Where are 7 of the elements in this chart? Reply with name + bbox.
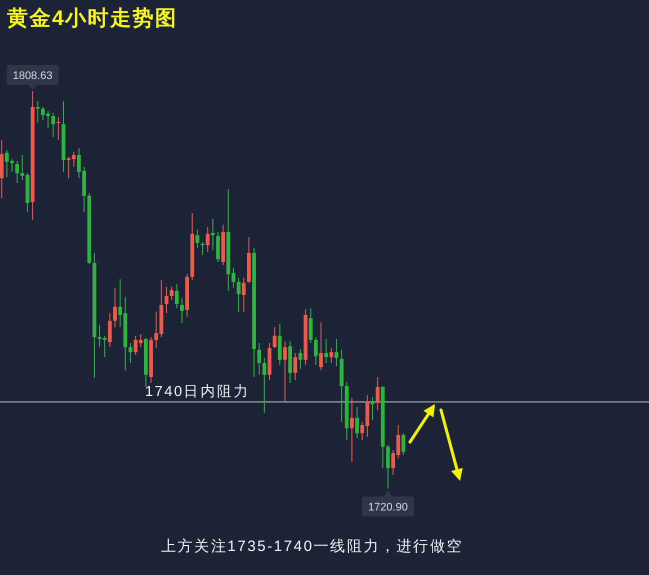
extreme-label: 1808.63 bbox=[6, 65, 58, 90]
annotation: 1808.63 bbox=[12, 70, 52, 82]
ref-line-label: 1740日内阻力 bbox=[145, 384, 250, 400]
note: 上方关注1735-1740一线阻力，进行做空 bbox=[161, 538, 463, 555]
title: 黄金4小时走势图 bbox=[7, 7, 178, 30]
annotation: 1720.90 bbox=[368, 502, 408, 514]
extreme-label: 1720.90 bbox=[362, 490, 414, 516]
